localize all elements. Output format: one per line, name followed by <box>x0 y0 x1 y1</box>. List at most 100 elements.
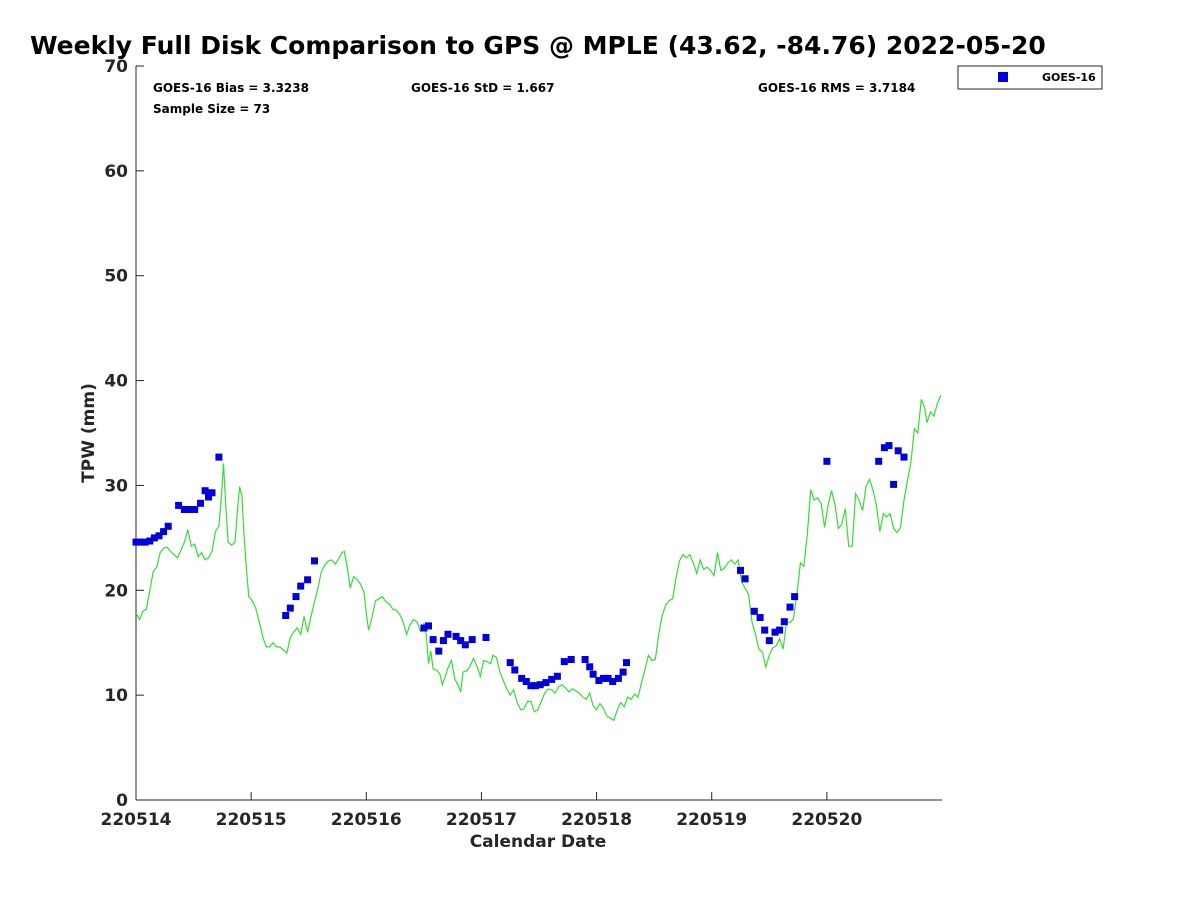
y-tick-label: 30 <box>104 476 128 496</box>
goes16-series <box>132 442 908 690</box>
x-tick-label: 220516 <box>331 810 402 830</box>
goes16-point <box>461 641 469 649</box>
goes16-point <box>604 674 612 682</box>
goes16-point <box>468 636 476 644</box>
goes16-point <box>191 506 199 513</box>
goes16-point <box>150 534 158 542</box>
stat-bias: GOES-16 Bias = 3.3238 <box>153 81 309 95</box>
goes16-point <box>737 566 744 574</box>
goes16-point <box>609 678 617 685</box>
gps-series <box>135 395 942 722</box>
goes16-point <box>761 626 769 634</box>
y-tick-label: 10 <box>104 686 128 706</box>
legend-box <box>957 65 1103 90</box>
x-tick-label: 220520 <box>791 810 862 830</box>
goes16-point <box>215 453 223 461</box>
goes16-point <box>286 604 294 612</box>
goes16-point <box>885 442 893 450</box>
goes16-point <box>208 489 216 497</box>
stat-std: GOES-16 StD = 1.667 <box>411 81 554 95</box>
goes16-point <box>756 614 764 621</box>
goes16-point <box>132 538 140 546</box>
legend-marker-goes16 <box>998 72 1008 82</box>
goes16-point <box>429 636 437 644</box>
goes16-point <box>439 637 447 645</box>
goes16-point <box>197 499 204 507</box>
goes16-point <box>765 637 773 645</box>
y-tick-label: 60 <box>104 162 128 182</box>
goes16-point <box>205 493 212 501</box>
legend: GOES-16 <box>957 65 1103 90</box>
y-tick-label: 70 <box>104 57 128 77</box>
chart-title: Weekly Full Disk Comparison to GPS @ MPL… <box>30 31 1046 60</box>
goes16-point <box>542 679 550 687</box>
goes16-point <box>297 582 305 590</box>
goes16-point <box>532 682 539 690</box>
goes16-point <box>786 603 794 611</box>
goes16-point <box>536 681 544 689</box>
goes16-point <box>614 674 622 682</box>
x-axis-label: Calendar Date <box>470 832 607 852</box>
x-tick-label: 220515 <box>216 810 287 830</box>
goes16-point <box>282 612 290 619</box>
goes16-point <box>522 678 530 685</box>
goes16-point <box>567 656 575 663</box>
goes16-point <box>292 593 300 601</box>
goes16-point <box>623 659 630 667</box>
goes16-point <box>600 674 607 682</box>
y-axis-label: TPW (mm) <box>79 383 99 483</box>
goes16-point <box>894 447 902 455</box>
goes16-point <box>511 666 519 674</box>
goes16-point <box>141 538 149 546</box>
axis-ticks: 0 10 20 30 40 50 60 70 220514 220515 220516 220517 2… <box>101 57 863 830</box>
goes16-point <box>780 618 788 626</box>
goes16-point <box>548 675 556 683</box>
goes16-point <box>595 677 603 684</box>
goes16-point <box>160 528 168 536</box>
y-tick-label: 20 <box>104 581 128 601</box>
goes16-point <box>900 453 908 461</box>
x-tick-label: 220517 <box>446 810 517 830</box>
goes16-point <box>186 506 194 513</box>
x-tick-label: 220514 <box>101 810 172 830</box>
goes16-point <box>137 538 145 546</box>
legend-label-goes16: GOES-16 <box>1042 71 1096 84</box>
goes16-point <box>518 674 526 682</box>
goes16-point <box>750 607 758 615</box>
goes16-point <box>164 522 172 530</box>
goes16-point <box>553 672 561 680</box>
y-tick-label: 0 <box>116 791 128 811</box>
goes16-point <box>890 480 898 488</box>
stat-rms: GOES-16 RMS = 3.7184 <box>758 81 915 95</box>
goes16-point <box>452 632 460 640</box>
goes16-point <box>420 624 428 632</box>
goes16-point <box>581 656 589 663</box>
goes16-point <box>771 628 779 636</box>
goes16-point <box>741 575 749 583</box>
goes16-point <box>201 487 209 495</box>
goes16-point <box>311 557 318 565</box>
gps-line <box>135 395 942 722</box>
x-tick-label: 220519 <box>676 810 747 830</box>
goes16-point <box>586 663 594 671</box>
goes16-point <box>457 637 465 645</box>
goes16-point <box>527 682 535 690</box>
goes16-point <box>180 506 188 513</box>
goes16-point <box>444 630 452 638</box>
goes16-point <box>425 622 432 630</box>
goes16-point <box>823 457 831 465</box>
stat-sample-size: Sample Size = 73 <box>153 102 270 116</box>
plot-area <box>135 66 942 801</box>
goes16-point <box>880 444 888 452</box>
goes16-point <box>875 457 883 465</box>
goes16-point <box>619 668 627 676</box>
goes16-point <box>146 537 154 545</box>
y-tick-label: 40 <box>104 372 128 392</box>
goes16-point <box>435 647 443 655</box>
goes16-point <box>482 634 490 641</box>
x-tick-label: 220518 <box>561 810 632 830</box>
goes16-point <box>175 501 183 509</box>
goes16-point <box>155 532 163 540</box>
goes16-point <box>304 576 312 584</box>
